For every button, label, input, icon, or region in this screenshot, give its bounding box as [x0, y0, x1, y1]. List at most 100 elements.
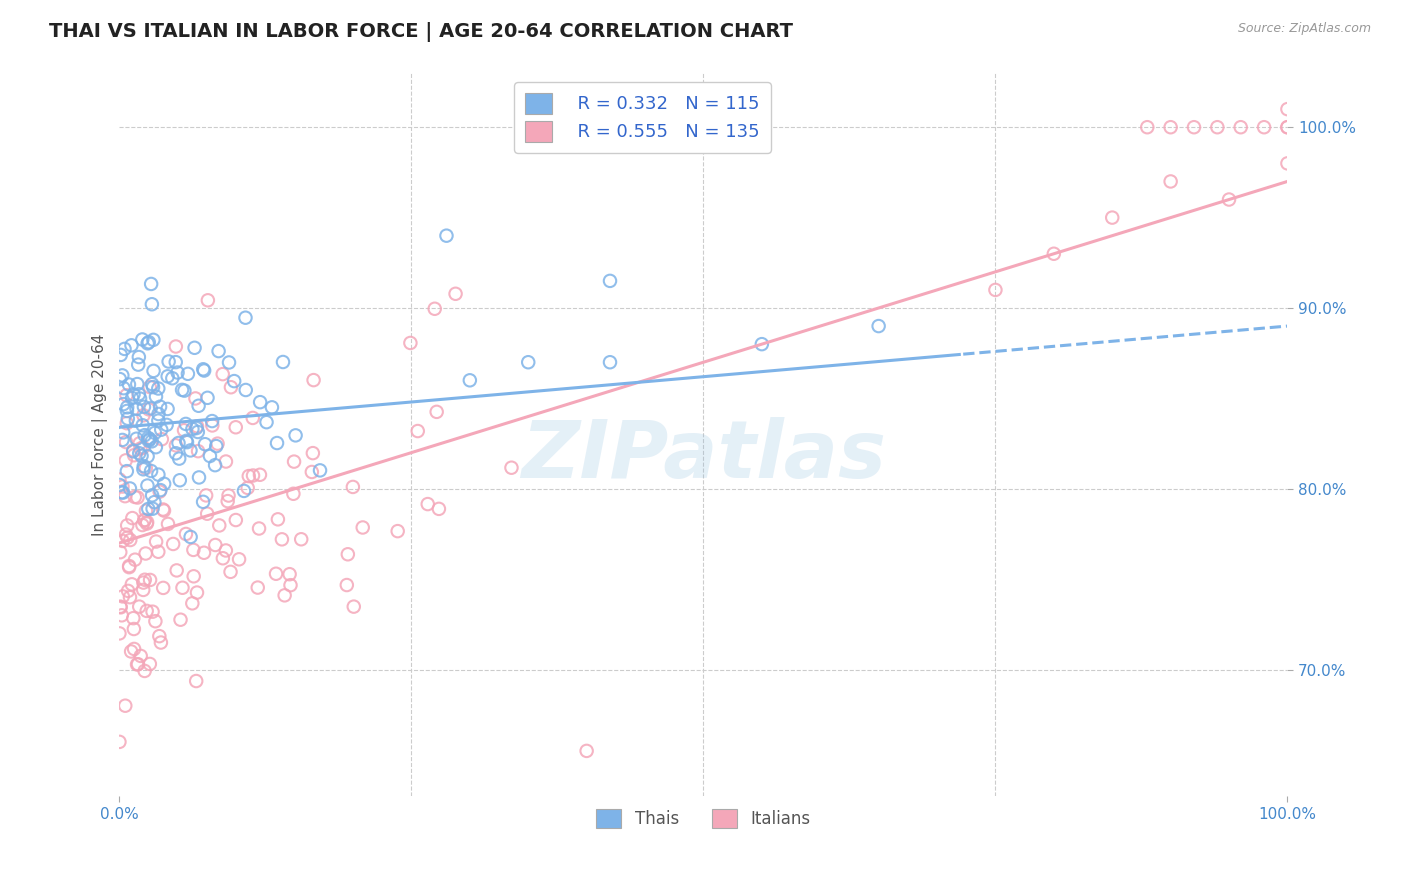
- Point: [278, 567, 301, 582]
- Point: [118, 559, 141, 574]
- Point: [115, 404, 138, 418]
- Point: [179, 443, 201, 458]
- Point: [118, 590, 141, 604]
- Point: [193, 362, 215, 376]
- Point: [193, 546, 215, 560]
- Point: [188, 470, 211, 484]
- Point: [228, 552, 250, 566]
- Point: [183, 341, 205, 355]
- Text: ZIPatlas: ZIPatlas: [522, 417, 886, 495]
- Point: [406, 424, 429, 438]
- Point: [108, 735, 131, 749]
- Point: [110, 348, 132, 362]
- Point: [127, 657, 149, 672]
- Point: [211, 367, 233, 381]
- Point: [599, 274, 621, 288]
- Point: [301, 465, 323, 479]
- Point: [131, 518, 153, 533]
- Point: [427, 501, 450, 516]
- Point: [142, 364, 165, 378]
- Point: [283, 487, 305, 501]
- Point: [273, 588, 295, 602]
- Point: [150, 432, 173, 446]
- Point: [111, 368, 134, 383]
- Point: [108, 478, 131, 492]
- Point: [125, 432, 148, 446]
- Point: [183, 542, 205, 557]
- Point: [167, 436, 190, 450]
- Point: [135, 461, 157, 475]
- Point: [218, 355, 240, 369]
- Point: [134, 573, 156, 587]
- Point: [139, 380, 162, 394]
- Point: [129, 648, 152, 663]
- Point: [170, 383, 193, 397]
- Point: [256, 415, 278, 429]
- Point: [195, 488, 218, 502]
- Point: [198, 449, 221, 463]
- Point: [136, 515, 159, 529]
- Point: [139, 657, 162, 671]
- Point: [309, 463, 332, 477]
- Point: [108, 372, 131, 386]
- Point: [177, 367, 200, 381]
- Point: [247, 521, 270, 535]
- Point: [1253, 120, 1275, 135]
- Point: [114, 698, 136, 713]
- Point: [114, 453, 136, 467]
- Point: [215, 543, 238, 558]
- Point: [128, 350, 150, 364]
- Point: [134, 513, 156, 527]
- Point: [156, 417, 179, 432]
- Point: [238, 469, 260, 483]
- Point: [181, 596, 204, 610]
- Point: [117, 583, 139, 598]
- Point: [139, 432, 162, 446]
- Point: [225, 420, 247, 434]
- Point: [193, 363, 215, 377]
- Point: [124, 490, 146, 504]
- Point: [153, 503, 176, 517]
- Point: [122, 622, 145, 636]
- Point: [166, 366, 188, 380]
- Point: [148, 407, 170, 421]
- Point: [1277, 156, 1299, 170]
- Point: [136, 450, 159, 464]
- Point: [225, 513, 247, 527]
- Point: [141, 297, 163, 311]
- Point: [139, 464, 162, 478]
- Point: [149, 484, 172, 499]
- Point: [111, 433, 134, 447]
- Point: [121, 391, 143, 405]
- Point: [125, 414, 148, 428]
- Point: [174, 527, 197, 541]
- Point: [118, 482, 141, 496]
- Point: [135, 504, 157, 518]
- Point: [284, 428, 307, 442]
- Point: [141, 377, 163, 392]
- Point: [336, 578, 359, 592]
- Point: [201, 418, 224, 433]
- Point: [217, 494, 239, 508]
- Point: [174, 417, 197, 431]
- Point: [111, 608, 134, 623]
- Point: [264, 566, 287, 581]
- Point: [165, 339, 187, 353]
- Point: [143, 495, 166, 509]
- Point: [165, 446, 187, 460]
- Point: [122, 443, 145, 458]
- Point: [167, 451, 190, 466]
- Point: [135, 547, 157, 561]
- Point: [142, 501, 165, 516]
- Point: [201, 414, 224, 428]
- Point: [111, 479, 134, 493]
- Point: [501, 460, 523, 475]
- Point: [180, 530, 202, 544]
- Point: [136, 336, 159, 351]
- Point: [444, 286, 467, 301]
- Point: [139, 573, 162, 587]
- Point: [110, 599, 132, 614]
- Point: [173, 423, 195, 437]
- Point: [121, 577, 143, 591]
- Point: [131, 418, 153, 433]
